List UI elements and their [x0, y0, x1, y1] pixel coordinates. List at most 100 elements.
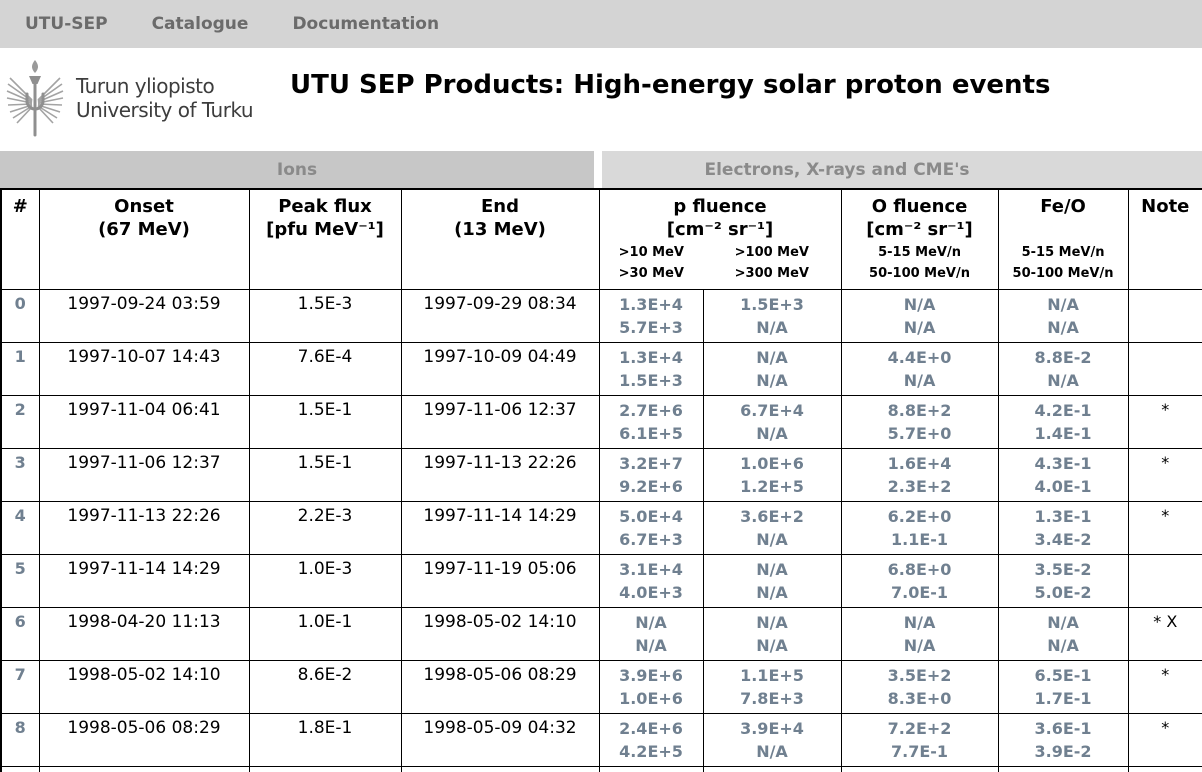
nav-item-utu-sep[interactable]: UTU-SEP [25, 14, 108, 34]
peak-flux-cell: 1.0E-3 [248, 553, 402, 608]
onset-cell: 1997-11-06 12:37 [38, 447, 250, 502]
table-header-row: # Onset (67 MeV) Peak flux [pfu MeV⁻¹] [0, 188, 1202, 290]
table-row: 5 1997-11-14 14:29 1.0E-3 1997-11-19 05:… [0, 553, 1202, 608]
p-fluence-low-cell: 2.7E+6 6.1E+5 [598, 394, 704, 449]
p-fluence-high-cell [702, 765, 842, 772]
o-fluence-cell: 8.8E+2 5.7E+0 [840, 394, 999, 449]
feo-cell: 4.3E-1 4.0E-1 [997, 447, 1129, 502]
peak-flux-cell [248, 765, 402, 772]
p-fluence-low-cell: 2.4E+6 4.2E+5 [598, 712, 704, 767]
onset-cell [38, 765, 250, 772]
o-fluence-cell: N/A N/A [840, 606, 999, 661]
table-row: 1 1997-10-07 14:43 7.6E-4 1997-10-09 04:… [0, 341, 1202, 396]
peak-flux-cell: 1.8E-1 [248, 712, 402, 767]
p-fluence-high-cell: 6.7E+4 N/A [702, 394, 842, 449]
col-header-o-fluence: O fluence [cm⁻² sr⁻¹] 5-15 MeV/n 50-100 … [840, 188, 999, 290]
row-number-cell: 3 [0, 447, 40, 502]
table-row: 6 1998-04-20 11:13 1.0E-1 1998-05-02 14:… [0, 606, 1202, 661]
p-fluence-high-cell: 1.1E+5 7.8E+3 [702, 659, 842, 714]
subcol-feo-5-15: 5-15 MeV/n [1021, 244, 1105, 260]
end-cell: 1998-05-02 14:10 [400, 606, 600, 661]
row-number-cell: 5 [0, 553, 40, 608]
peak-flux-cell: 2.2E-3 [248, 500, 402, 555]
row-number-cell [0, 765, 40, 772]
peak-flux-cell: 8.6E-2 [248, 659, 402, 714]
onset-cell: 1997-11-04 06:41 [38, 394, 250, 449]
subcol-gt100mev: >100 MeV [734, 244, 809, 260]
end-cell: 1998-05-06 08:29 [400, 659, 600, 714]
col-header-feo: Fe/O 5-15 MeV/n 50-100 MeV/n [997, 188, 1129, 290]
peak-flux-cell: 1.5E-3 [248, 288, 402, 343]
row-number-cell: 4 [0, 500, 40, 555]
end-cell: 1997-09-29 08:34 [400, 288, 600, 343]
onset-cell: 1998-05-06 08:29 [38, 712, 250, 767]
col-header-note: Note [1127, 188, 1202, 290]
subcol-gt30mev: >30 MeV [618, 265, 684, 281]
table-row: 7 1998-05-02 14:10 8.6E-2 1998-05-06 08:… [0, 659, 1202, 714]
feo-cell: 1.3E-1 3.4E-2 [997, 500, 1129, 555]
row-number-cell: 6 [0, 606, 40, 661]
university-name-fi: Turun yliopisto [76, 74, 215, 98]
note-cell: * [1127, 659, 1202, 714]
col-header-onset: Onset (67 MeV) [38, 188, 250, 290]
table-row [0, 765, 1202, 772]
row-number-cell: 2 [0, 394, 40, 449]
sep-events-table: # Onset (67 MeV) Peak flux [pfu MeV⁻¹] [0, 188, 1202, 772]
end-cell: 1997-11-06 12:37 [400, 394, 600, 449]
p-fluence-high-cell: N/A N/A [702, 553, 842, 608]
p-fluence-high-cell: N/A N/A [702, 341, 842, 396]
masthead: Turun yliopisto University of Turku UTU … [0, 48, 1202, 151]
o-fluence-cell [840, 765, 999, 772]
page-title: UTU SEP Products: High-energy solar prot… [290, 70, 1051, 100]
end-cell: 1997-11-14 14:29 [400, 500, 600, 555]
feo-cell [997, 765, 1129, 772]
note-cell: * [1127, 394, 1202, 449]
row-number-cell: 1 [0, 341, 40, 396]
peak-flux-cell: 7.6E-4 [248, 341, 402, 396]
onset-cell: 1997-09-24 03:59 [38, 288, 250, 343]
row-number-cell: 8 [0, 712, 40, 767]
onset-cell: 1998-05-02 14:10 [38, 659, 250, 714]
note-cell [1127, 765, 1202, 772]
feo-cell: 3.6E-1 3.9E-2 [997, 712, 1129, 767]
row-number-cell: 7 [0, 659, 40, 714]
feo-cell: 8.8E-2 N/A [997, 341, 1129, 396]
feo-cell: 3.5E-2 5.0E-2 [997, 553, 1129, 608]
peak-flux-cell: 1.5E-1 [248, 394, 402, 449]
university-logo: Turun yliopisto University of Turku [6, 56, 254, 140]
subcol-o-50-100: 50-100 MeV/n [869, 265, 970, 281]
peak-flux-cell: 1.5E-1 [248, 447, 402, 502]
table-row: 3 1997-11-06 12:37 1.5E-1 1997-11-13 22:… [0, 447, 1202, 502]
p-fluence-low-cell: N/A N/A [598, 606, 704, 661]
table-row: 0 1997-09-24 03:59 1.5E-3 1997-09-29 08:… [0, 288, 1202, 343]
onset-cell: 1998-04-20 11:13 [38, 606, 250, 661]
feo-cell: 6.5E-1 1.7E-1 [997, 659, 1129, 714]
onset-cell: 1997-11-14 14:29 [38, 553, 250, 608]
torch-wings-logo-icon [6, 60, 64, 137]
col-header-end: End (13 MeV) [400, 188, 600, 290]
subcol-gt300mev: >300 MeV [734, 265, 809, 281]
end-cell: 1997-11-13 22:26 [400, 447, 600, 502]
feo-cell: N/A N/A [997, 288, 1129, 343]
p-fluence-low-cell: 5.0E+4 6.7E+3 [598, 500, 704, 555]
note-cell [1127, 288, 1202, 343]
p-fluence-low-cell: 1.3E+4 5.7E+3 [598, 288, 704, 343]
group-header-electrons: Electrons, X-rays and CME's [602, 151, 1202, 188]
p-fluence-high-cell: 3.6E+2 N/A [702, 500, 842, 555]
o-fluence-cell: 7.2E+2 7.7E-1 [840, 712, 999, 767]
note-cell [1127, 553, 1202, 608]
p-fluence-high-cell: 1.0E+6 1.2E+5 [702, 447, 842, 502]
o-fluence-cell: N/A N/A [840, 288, 999, 343]
p-fluence-low-cell: 3.2E+7 9.2E+6 [598, 447, 704, 502]
p-fluence-low-cell: 1.3E+4 1.5E+3 [598, 341, 704, 396]
onset-cell: 1997-11-13 22:26 [38, 500, 250, 555]
p-fluence-high-cell: 1.5E+3 N/A [702, 288, 842, 343]
subcol-gt10mev: >10 MeV [618, 244, 684, 260]
nav-item-catalogue[interactable]: Catalogue [151, 14, 249, 34]
peak-flux-cell: 1.0E-1 [248, 606, 402, 661]
note-cell [1127, 341, 1202, 396]
feo-cell: N/A N/A [997, 606, 1129, 661]
col-header-p-fluence: p fluence [cm⁻² sr⁻¹] >10 MeV >100 MeV >… [598, 188, 842, 290]
p-fluence-low-cell [598, 765, 704, 772]
nav-item-documentation[interactable]: Documentation [292, 14, 440, 34]
